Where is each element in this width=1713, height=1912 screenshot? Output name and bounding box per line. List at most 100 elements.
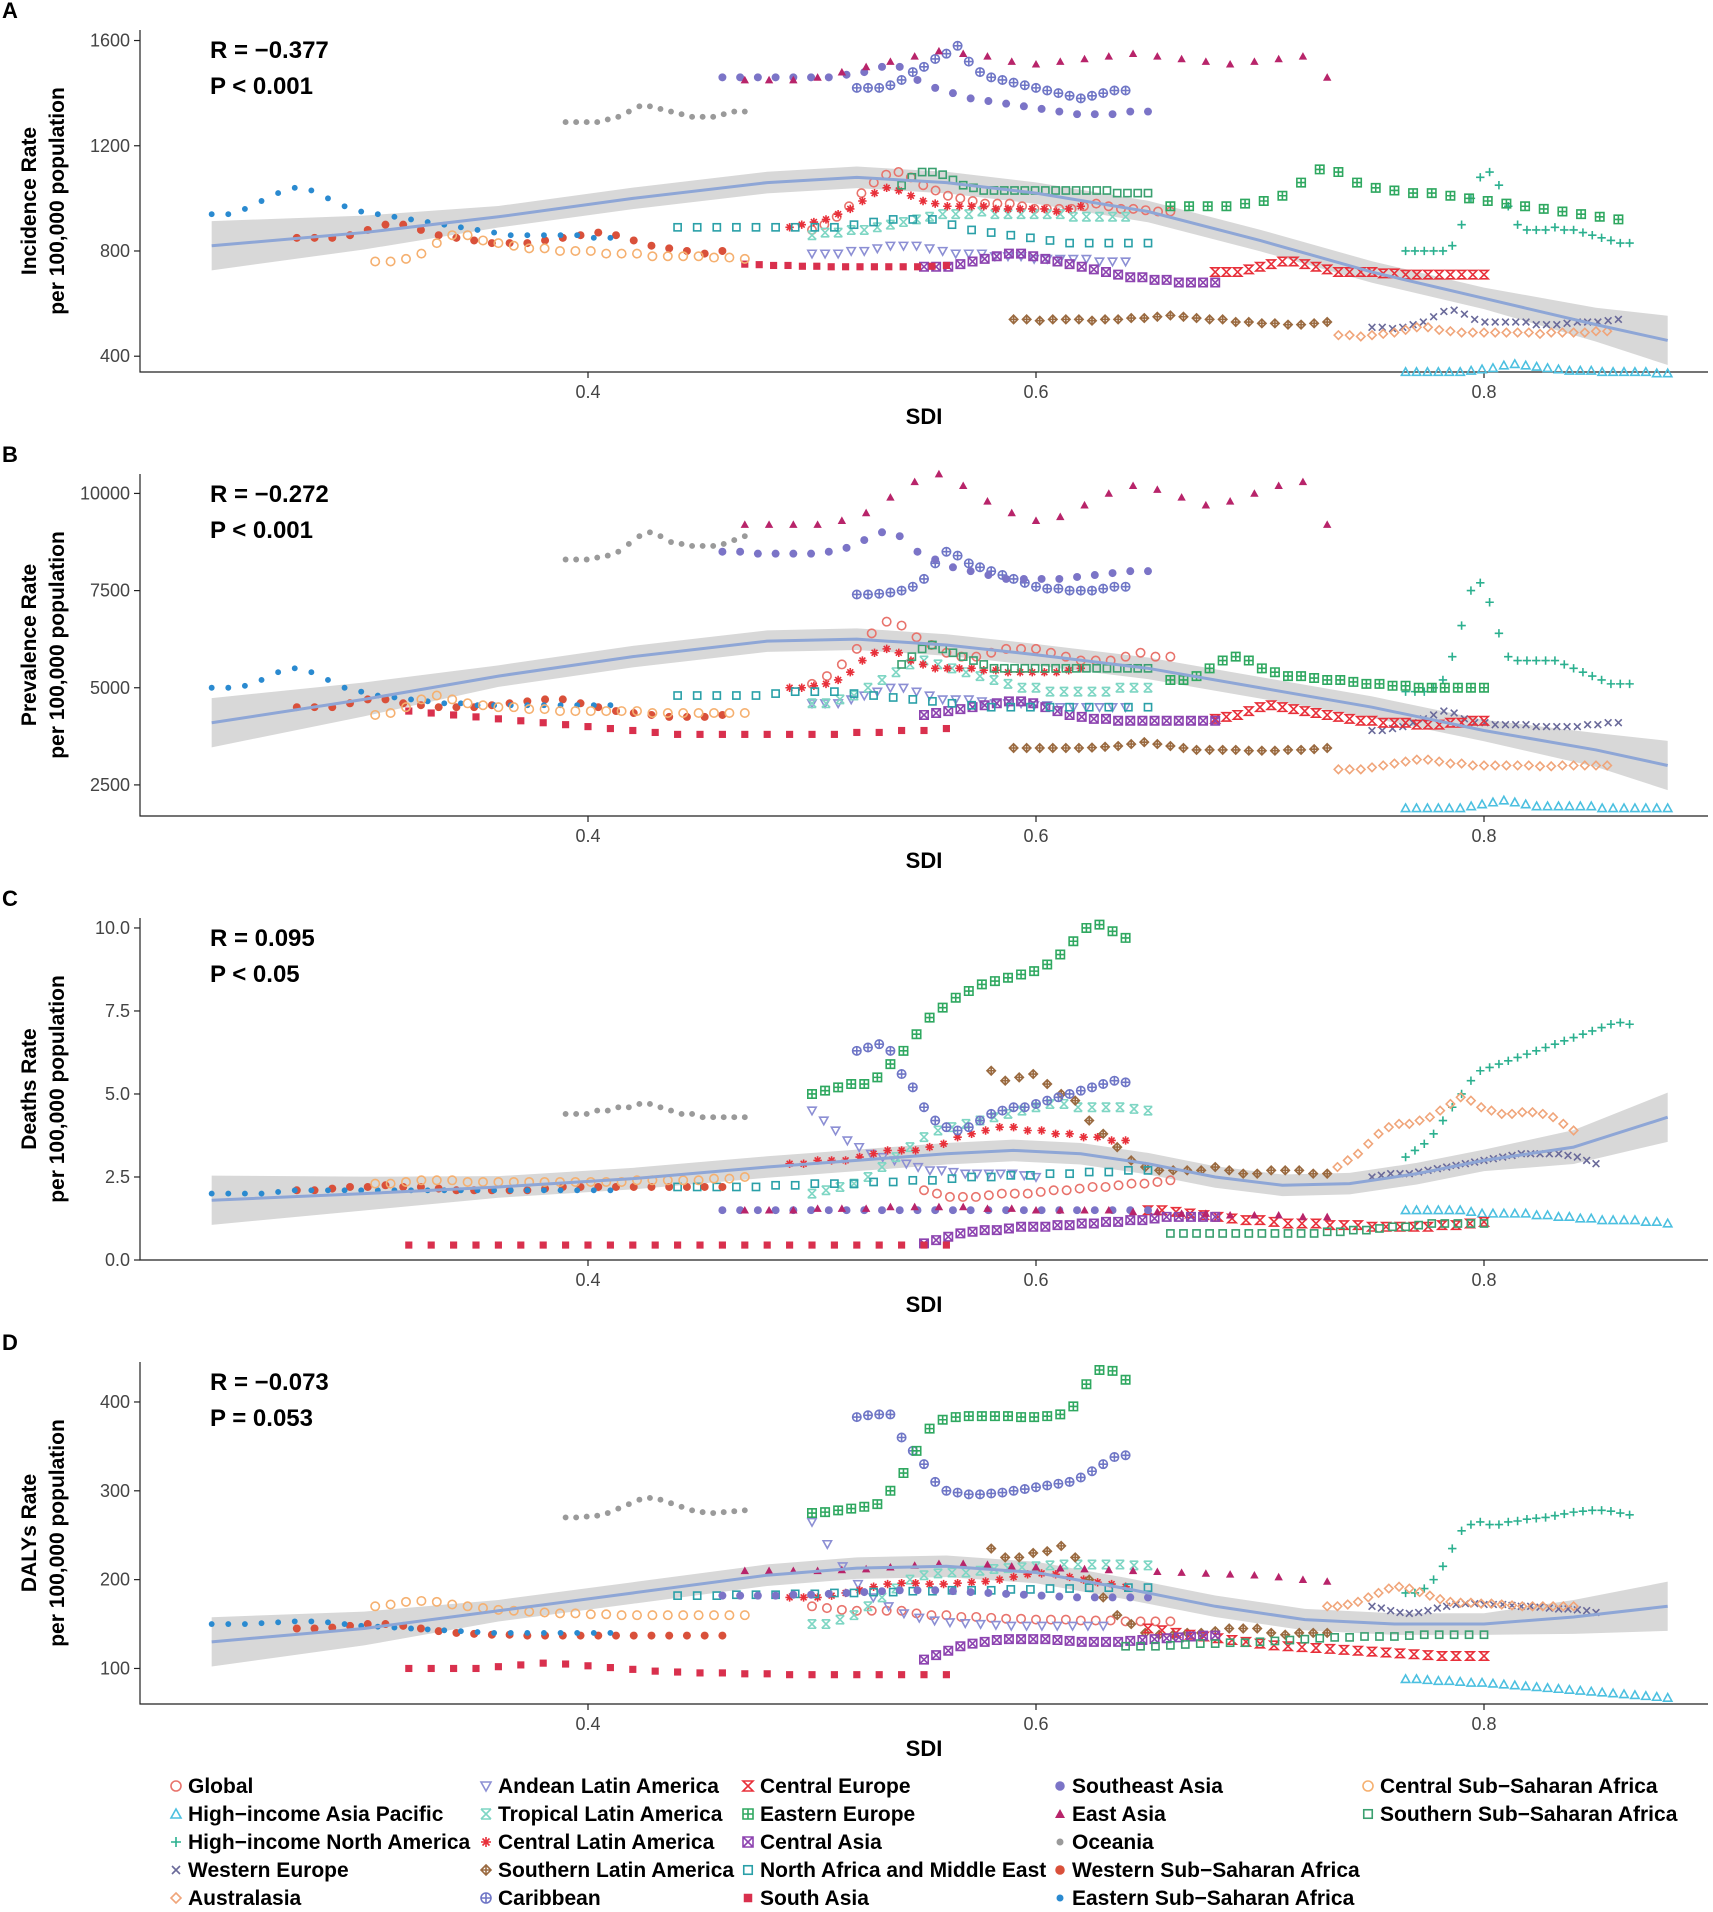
data-point: [1064, 1088, 1075, 1099]
data-point: [494, 715, 502, 723]
data-point: [1554, 1149, 1563, 1158]
data-point: [888, 1177, 898, 1187]
data-point: [764, 1566, 774, 1575]
data-point: [1003, 972, 1013, 983]
data-point: [1059, 1098, 1069, 1109]
data-point: [1101, 267, 1111, 278]
data-point: [950, 209, 961, 220]
data-point: [740, 1566, 749, 1575]
data-point: [1282, 319, 1294, 330]
data-point: [953, 1132, 962, 1142]
data-point: [1662, 802, 1674, 813]
data-point: [1001, 643, 1012, 654]
y-tick-label: 2.5: [105, 1167, 130, 1187]
data-point: [291, 1618, 298, 1625]
data-point: [1410, 366, 1423, 377]
data-point: [913, 1586, 922, 1595]
data-point: [1585, 800, 1597, 811]
data-point: [1221, 201, 1232, 212]
data-point: [668, 1107, 674, 1114]
data-point: [1552, 1683, 1565, 1694]
data-point: [541, 236, 550, 245]
data-point: [1080, 1205, 1089, 1214]
y-tick-label: 5000: [90, 678, 130, 698]
data-point: [1149, 715, 1160, 726]
data-point: [861, 62, 871, 71]
series-australasia: [1333, 754, 1613, 775]
data-point: [524, 243, 535, 254]
data-point: [877, 1162, 887, 1173]
data-point: [1141, 1623, 1155, 1634]
data-point: [400, 1176, 411, 1187]
data-point: [241, 205, 248, 212]
data-point: [895, 62, 904, 71]
data-point: [1588, 1026, 1597, 1036]
data-point: [959, 1202, 968, 1211]
data-point: [1257, 1229, 1267, 1238]
data-point: [1052, 256, 1063, 267]
data-point: [1401, 1588, 1410, 1598]
data-point: [920, 726, 928, 735]
data-point: [1522, 318, 1530, 326]
data-point: [1113, 715, 1124, 726]
data-point: [1594, 211, 1605, 222]
data-point: [1198, 277, 1209, 288]
x-tick-label: 0.6: [1023, 382, 1048, 402]
data-point: [809, 217, 819, 227]
data-point: [1485, 1063, 1494, 1072]
data-point: [955, 1641, 966, 1652]
data-point: [646, 103, 653, 110]
data-point: [583, 1513, 590, 1520]
data-point: [995, 1122, 1004, 1132]
data-point: [883, 1602, 895, 1613]
data-point: [1006, 702, 1016, 712]
data-point: [1332, 1161, 1343, 1173]
data-point: [1251, 1623, 1263, 1634]
data-point: [1030, 1172, 1042, 1183]
data-point: [1420, 246, 1429, 256]
data-point: [1065, 702, 1074, 712]
data-point: [1414, 1115, 1425, 1126]
x-tick-label: 0.4: [575, 1714, 600, 1734]
y-tick-label: 10.0: [95, 918, 130, 938]
data-point: [764, 520, 774, 528]
data-point: [1400, 756, 1411, 767]
data-point: [1614, 718, 1623, 727]
data-point: [1352, 1148, 1364, 1160]
data-point: [1051, 1621, 1063, 1632]
data-point: [1097, 1621, 1109, 1632]
data-point: [1104, 1205, 1113, 1214]
data-point: [872, 222, 883, 233]
data-point: [1439, 707, 1448, 715]
data-point: [819, 249, 831, 260]
data-point: [1560, 660, 1569, 669]
legend-symbol: [742, 1808, 754, 1820]
data-point: [741, 1670, 749, 1678]
data-point: [1597, 1023, 1606, 1032]
legend-symbol: [170, 1780, 182, 1792]
series-southeast-asia: [718, 528, 1152, 583]
data-point: [1467, 760, 1479, 771]
data-point: [984, 1588, 993, 1597]
data-point: [786, 1671, 794, 1679]
data-point: [1143, 682, 1153, 693]
data-point: [1481, 318, 1489, 326]
data-point: [966, 1588, 975, 1597]
data-point: [341, 203, 348, 210]
data-point: [1335, 1227, 1345, 1237]
data-point: [1408, 188, 1419, 199]
series-southern-sub-saharan-africa: [1166, 1219, 1489, 1238]
data-point: [541, 232, 547, 239]
data-point: [1225, 1570, 1235, 1578]
data-point: [967, 664, 976, 673]
series-southern-latin-america: [985, 1540, 1333, 1641]
data-point: [741, 1114, 748, 1121]
data-point: [1201, 1209, 1211, 1217]
data-point: [441, 1627, 448, 1634]
p-value: P < 0.001: [210, 73, 313, 100]
data-point: [975, 1115, 986, 1126]
data-point: [1019, 1206, 1028, 1215]
data-point: [629, 726, 637, 735]
data-point: [955, 202, 964, 211]
data-point: [1323, 1220, 1337, 1231]
